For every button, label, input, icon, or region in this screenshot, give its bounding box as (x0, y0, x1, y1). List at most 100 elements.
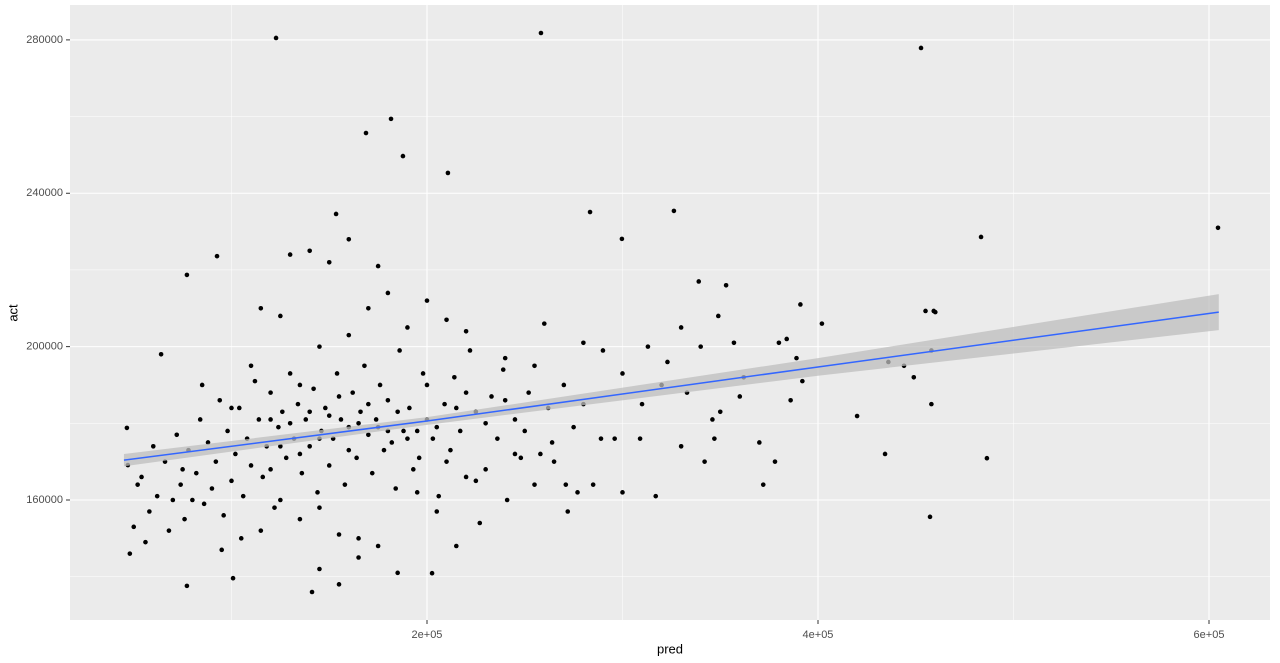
point (984, 455, 990, 461)
point (522, 428, 528, 434)
point (248, 363, 254, 369)
point (139, 474, 144, 480)
point (248, 463, 254, 468)
point (268, 390, 273, 395)
point (882, 451, 888, 457)
point (923, 308, 928, 314)
point (366, 432, 371, 438)
point (563, 482, 569, 487)
point (571, 424, 576, 430)
point (854, 413, 860, 419)
point (311, 386, 316, 392)
point (800, 378, 805, 384)
point (434, 509, 440, 514)
point (287, 252, 293, 257)
point (452, 374, 457, 380)
point (454, 405, 459, 411)
point (280, 409, 285, 415)
point (502, 355, 508, 361)
point (326, 413, 332, 418)
point (665, 359, 670, 365)
point (454, 543, 459, 549)
point (178, 482, 183, 487)
point (532, 482, 537, 487)
point (575, 490, 580, 495)
point (483, 421, 488, 426)
point (637, 436, 643, 441)
point (213, 459, 219, 464)
point (233, 451, 238, 457)
point (143, 539, 148, 545)
point (429, 570, 435, 576)
point (217, 398, 223, 403)
point (268, 417, 273, 422)
point (356, 421, 361, 426)
point (127, 551, 133, 556)
point (184, 583, 190, 589)
point (240, 493, 246, 499)
point (219, 547, 225, 553)
y-tick-label: 200000 (26, 341, 63, 353)
point (401, 428, 406, 434)
point (276, 424, 281, 430)
point (309, 589, 315, 595)
point (256, 417, 262, 422)
point (463, 474, 469, 480)
point (338, 417, 344, 422)
point (405, 436, 410, 441)
point (731, 340, 737, 346)
point (929, 401, 934, 407)
point (389, 440, 395, 445)
point (363, 130, 369, 136)
point (416, 455, 422, 461)
point (297, 451, 303, 457)
point (445, 170, 451, 176)
point (444, 459, 449, 464)
point (405, 325, 410, 330)
x-axis-title: pred (657, 641, 683, 656)
point (581, 340, 586, 346)
point (150, 444, 156, 449)
confidence-band (123, 294, 1219, 467)
point (414, 490, 420, 495)
point (356, 555, 361, 560)
point (400, 153, 406, 159)
point (717, 409, 723, 415)
point (388, 116, 394, 122)
point (500, 367, 506, 372)
point (326, 463, 332, 468)
point (978, 234, 984, 240)
point (430, 436, 436, 441)
point (170, 497, 176, 503)
point (197, 417, 203, 422)
point (315, 490, 320, 495)
point (760, 482, 766, 487)
point (346, 447, 352, 453)
point (356, 536, 361, 541)
point (278, 313, 283, 319)
point (424, 298, 430, 303)
point (538, 30, 544, 36)
point (307, 409, 312, 415)
point (393, 486, 399, 491)
point (620, 371, 625, 376)
point (336, 394, 342, 399)
point (407, 405, 412, 411)
point (166, 528, 172, 533)
point (252, 378, 258, 384)
point (395, 409, 400, 415)
point (260, 474, 266, 480)
point (463, 328, 469, 334)
point (549, 440, 555, 445)
point (442, 401, 447, 407)
point (477, 520, 483, 526)
point (561, 382, 567, 388)
point (297, 516, 303, 522)
point (798, 302, 803, 307)
point (184, 272, 190, 278)
point (678, 444, 684, 449)
point (600, 348, 606, 353)
point (205, 440, 211, 445)
point (326, 259, 332, 265)
point (512, 451, 518, 457)
